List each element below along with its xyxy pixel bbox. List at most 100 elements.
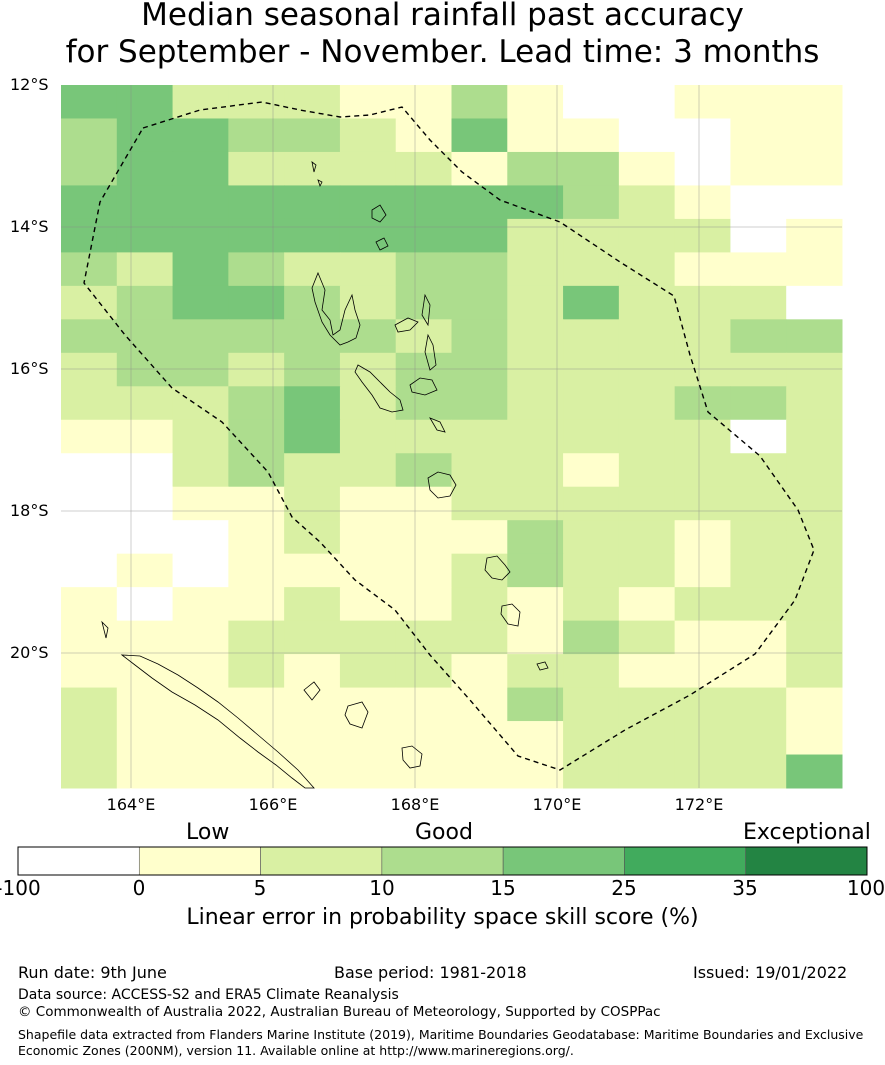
skill-cell bbox=[228, 118, 285, 153]
skill-cell bbox=[172, 520, 229, 555]
skill-cell bbox=[61, 285, 118, 320]
skill-cell bbox=[61, 520, 118, 555]
colorbar-tick-1: 0 bbox=[132, 876, 146, 900]
skill-cell bbox=[618, 252, 676, 287]
skill-cell bbox=[507, 352, 564, 387]
skill-cell bbox=[730, 151, 787, 186]
skill-cell bbox=[563, 620, 620, 655]
skill-cell bbox=[395, 654, 452, 689]
skill-cell bbox=[618, 319, 676, 354]
skill-cell bbox=[674, 151, 731, 186]
skill-cell bbox=[786, 386, 843, 421]
skill-cell bbox=[61, 118, 118, 153]
skill-cell bbox=[507, 218, 564, 253]
skill-cell bbox=[451, 386, 508, 421]
skill-cell bbox=[730, 352, 787, 387]
skill-cell bbox=[284, 252, 341, 287]
skill-cell bbox=[395, 118, 452, 153]
chart-title-line1: Median seasonal rainfall past accuracy bbox=[141, 0, 744, 33]
skill-cell bbox=[339, 687, 397, 722]
skill-cell bbox=[618, 687, 676, 722]
copyright: © Commonwealth of Australia 2022, Austra… bbox=[18, 1004, 661, 1020]
skill-cell bbox=[61, 721, 118, 756]
skill-cell bbox=[228, 419, 285, 454]
skill-cell bbox=[674, 419, 731, 454]
skill-cell bbox=[618, 151, 676, 186]
skill-cell bbox=[451, 620, 508, 655]
skill-cell bbox=[172, 587, 229, 622]
skill-cell bbox=[674, 721, 731, 756]
skill-cell bbox=[116, 587, 174, 622]
skill-cell bbox=[172, 620, 229, 655]
skill-cell bbox=[674, 285, 731, 320]
skill-cell bbox=[228, 285, 285, 320]
issued-date: Issued: 19/01/2022 bbox=[693, 963, 848, 982]
skill-grid bbox=[61, 85, 843, 789]
skill-cell bbox=[674, 252, 731, 287]
run-date: Run date: 9th June bbox=[18, 963, 167, 982]
skill-cell bbox=[507, 553, 564, 588]
skill-cell bbox=[116, 218, 174, 253]
skill-cell bbox=[395, 587, 452, 622]
skill-cell bbox=[339, 419, 397, 454]
skill-cell bbox=[172, 453, 229, 488]
skill-cell bbox=[284, 486, 341, 521]
skill-cell bbox=[61, 620, 118, 655]
category-low: Low bbox=[186, 820, 230, 845]
skill-cell bbox=[730, 553, 787, 588]
skill-cell bbox=[786, 185, 843, 220]
skill-cell bbox=[563, 151, 620, 186]
skill-cell bbox=[730, 687, 787, 722]
skill-cell bbox=[61, 419, 118, 454]
skill-cell bbox=[228, 654, 285, 689]
colorbar-segment bbox=[745, 846, 868, 876]
skill-cell bbox=[730, 185, 787, 220]
skill-cell bbox=[618, 520, 676, 555]
skill-cell bbox=[451, 453, 508, 488]
skill-cell bbox=[172, 85, 229, 119]
skill-cell bbox=[228, 85, 285, 119]
skill-cell bbox=[61, 319, 118, 354]
skill-cell bbox=[618, 754, 676, 789]
skill-cell bbox=[507, 754, 564, 789]
skill-cell bbox=[116, 285, 174, 320]
colorbar-tick-7: 100 bbox=[846, 876, 885, 900]
skill-cell bbox=[674, 386, 731, 421]
skill-cell bbox=[563, 118, 620, 153]
skill-cell bbox=[451, 587, 508, 622]
skill-cell bbox=[786, 654, 843, 689]
skill-cell bbox=[730, 419, 787, 454]
skill-cell bbox=[284, 453, 341, 488]
skill-cell bbox=[395, 252, 452, 287]
skill-cell bbox=[284, 654, 341, 689]
skill-cell bbox=[228, 754, 285, 789]
skill-cell bbox=[674, 654, 731, 689]
skill-cell bbox=[507, 319, 564, 354]
skill-cell bbox=[674, 319, 731, 354]
skill-cell bbox=[339, 252, 397, 287]
shapefile-credit-line2: Economic Zones (200NM), version 11. Avai… bbox=[18, 1043, 574, 1058]
skill-cell bbox=[507, 520, 564, 555]
skill-cell bbox=[395, 553, 452, 588]
skill-cell bbox=[451, 151, 508, 186]
skill-cell bbox=[228, 185, 285, 220]
skill-cell bbox=[284, 587, 341, 622]
skill-cell bbox=[339, 721, 397, 756]
skill-cell bbox=[674, 520, 731, 555]
skill-cell bbox=[563, 352, 620, 387]
skill-cell bbox=[339, 587, 397, 622]
skill-cell bbox=[618, 553, 676, 588]
skill-cell bbox=[339, 486, 397, 521]
skill-cell bbox=[674, 85, 731, 119]
skill-cell bbox=[618, 419, 676, 454]
skill-cell bbox=[395, 319, 452, 354]
skill-cell bbox=[61, 352, 118, 387]
skill-cell bbox=[172, 754, 229, 789]
skill-cell bbox=[395, 486, 452, 521]
skill-cell bbox=[563, 453, 620, 488]
skill-cell bbox=[339, 319, 397, 354]
skill-cell bbox=[284, 386, 341, 421]
skill-cell bbox=[395, 721, 452, 756]
skill-cell bbox=[674, 486, 731, 521]
